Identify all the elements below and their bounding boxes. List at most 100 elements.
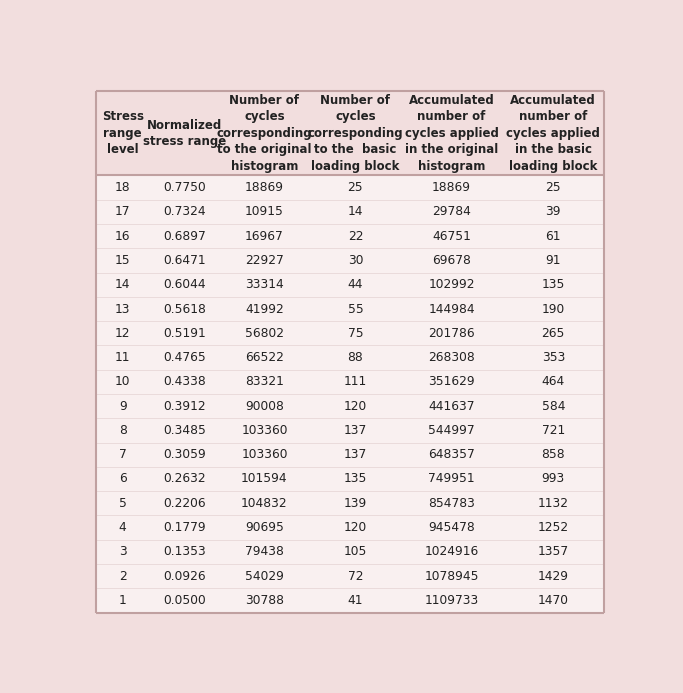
Text: 18869: 18869 bbox=[245, 181, 284, 194]
Text: 39: 39 bbox=[546, 205, 561, 218]
Text: 14: 14 bbox=[348, 205, 363, 218]
Text: 265: 265 bbox=[542, 327, 565, 340]
Text: 22: 22 bbox=[348, 229, 363, 243]
FancyBboxPatch shape bbox=[96, 91, 604, 613]
Text: Accumulated
number of
cycles applied
in the basic
loading block: Accumulated number of cycles applied in … bbox=[506, 94, 600, 173]
Text: 144984: 144984 bbox=[428, 303, 475, 315]
Text: 1078945: 1078945 bbox=[424, 570, 479, 583]
Text: 13: 13 bbox=[115, 303, 130, 315]
Text: Accumulated
number of
cycles applied
in the original
histogram: Accumulated number of cycles applied in … bbox=[405, 94, 499, 173]
Text: 544997: 544997 bbox=[428, 424, 475, 437]
Text: 11: 11 bbox=[115, 351, 130, 364]
Text: 79438: 79438 bbox=[245, 545, 284, 559]
Text: 854783: 854783 bbox=[428, 497, 475, 510]
Text: 8: 8 bbox=[119, 424, 126, 437]
Text: 0.7324: 0.7324 bbox=[163, 205, 206, 218]
Text: 0.6044: 0.6044 bbox=[163, 278, 206, 291]
Text: 30788: 30788 bbox=[245, 594, 284, 607]
Text: 25: 25 bbox=[546, 181, 561, 194]
Text: 25: 25 bbox=[348, 181, 363, 194]
Text: 5: 5 bbox=[119, 497, 126, 510]
Text: Normalized
stress range: Normalized stress range bbox=[143, 119, 226, 148]
Text: 16: 16 bbox=[115, 229, 130, 243]
Text: 103360: 103360 bbox=[241, 448, 288, 461]
Text: 10915: 10915 bbox=[245, 205, 284, 218]
Text: 90008: 90008 bbox=[245, 400, 284, 412]
Text: 66522: 66522 bbox=[245, 351, 284, 364]
Text: 102992: 102992 bbox=[428, 278, 475, 291]
Text: 1109733: 1109733 bbox=[425, 594, 479, 607]
Text: 0.6897: 0.6897 bbox=[163, 229, 206, 243]
Text: 1357: 1357 bbox=[538, 545, 569, 559]
Text: 268308: 268308 bbox=[428, 351, 475, 364]
Text: 56802: 56802 bbox=[245, 327, 284, 340]
Text: 104832: 104832 bbox=[241, 497, 288, 510]
Text: 0.5618: 0.5618 bbox=[163, 303, 206, 315]
Text: 1470: 1470 bbox=[538, 594, 569, 607]
Text: 72: 72 bbox=[348, 570, 363, 583]
Text: 46751: 46751 bbox=[432, 229, 471, 243]
Text: 1252: 1252 bbox=[538, 521, 569, 534]
Text: 111: 111 bbox=[344, 376, 367, 388]
Text: 54029: 54029 bbox=[245, 570, 284, 583]
Text: 353: 353 bbox=[542, 351, 565, 364]
Text: 103360: 103360 bbox=[241, 424, 288, 437]
FancyBboxPatch shape bbox=[96, 91, 604, 175]
Text: 749951: 749951 bbox=[428, 473, 475, 486]
Text: 22927: 22927 bbox=[245, 254, 284, 267]
Text: 55: 55 bbox=[348, 303, 363, 315]
Text: 4: 4 bbox=[119, 521, 126, 534]
Text: 7: 7 bbox=[119, 448, 126, 461]
Text: 3: 3 bbox=[119, 545, 126, 559]
Text: 137: 137 bbox=[344, 448, 367, 461]
Text: 0.6471: 0.6471 bbox=[163, 254, 206, 267]
Text: 44: 44 bbox=[348, 278, 363, 291]
Text: 105: 105 bbox=[344, 545, 367, 559]
Text: 88: 88 bbox=[348, 351, 363, 364]
Text: 33314: 33314 bbox=[245, 278, 284, 291]
Text: 16967: 16967 bbox=[245, 229, 284, 243]
Text: 29784: 29784 bbox=[432, 205, 471, 218]
Text: 15: 15 bbox=[115, 254, 130, 267]
Text: 61: 61 bbox=[546, 229, 561, 243]
Text: 0.2206: 0.2206 bbox=[163, 497, 206, 510]
Text: 945478: 945478 bbox=[428, 521, 475, 534]
Text: 9: 9 bbox=[119, 400, 126, 412]
Text: 190: 190 bbox=[542, 303, 565, 315]
Text: 0.0926: 0.0926 bbox=[163, 570, 206, 583]
Text: 0.3059: 0.3059 bbox=[163, 448, 206, 461]
Text: 0.1779: 0.1779 bbox=[163, 521, 206, 534]
Text: 83321: 83321 bbox=[245, 376, 284, 388]
Text: 101594: 101594 bbox=[241, 473, 288, 486]
Text: 584: 584 bbox=[542, 400, 565, 412]
Text: 137: 137 bbox=[344, 424, 367, 437]
Text: 0.3912: 0.3912 bbox=[163, 400, 206, 412]
Text: 30: 30 bbox=[348, 254, 363, 267]
Text: Number of
cycles
corresponding
to the  basic
loading block: Number of cycles corresponding to the ba… bbox=[307, 94, 403, 173]
Text: 2: 2 bbox=[119, 570, 126, 583]
Text: 120: 120 bbox=[344, 521, 367, 534]
Text: 17: 17 bbox=[115, 205, 130, 218]
Text: 721: 721 bbox=[542, 424, 565, 437]
Text: 0.5191: 0.5191 bbox=[163, 327, 206, 340]
Text: Number of
cycles
corresponding
to the original
histogram: Number of cycles corresponding to the or… bbox=[217, 94, 312, 173]
Text: 1132: 1132 bbox=[538, 497, 569, 510]
Text: Stress
range
level: Stress range level bbox=[102, 110, 143, 157]
Text: 41992: 41992 bbox=[245, 303, 284, 315]
Text: 464: 464 bbox=[542, 376, 565, 388]
Text: 441637: 441637 bbox=[428, 400, 475, 412]
Text: 6: 6 bbox=[119, 473, 126, 486]
Text: 69678: 69678 bbox=[432, 254, 471, 267]
Text: 139: 139 bbox=[344, 497, 367, 510]
Text: 0.7750: 0.7750 bbox=[163, 181, 206, 194]
Text: 351629: 351629 bbox=[428, 376, 475, 388]
Text: 91: 91 bbox=[546, 254, 561, 267]
Text: 12: 12 bbox=[115, 327, 130, 340]
Text: 18869: 18869 bbox=[432, 181, 471, 194]
Text: 648357: 648357 bbox=[428, 448, 475, 461]
Text: 0.4765: 0.4765 bbox=[163, 351, 206, 364]
Text: 41: 41 bbox=[348, 594, 363, 607]
Text: 1024916: 1024916 bbox=[425, 545, 479, 559]
Text: 120: 120 bbox=[344, 400, 367, 412]
Text: 10: 10 bbox=[115, 376, 130, 388]
